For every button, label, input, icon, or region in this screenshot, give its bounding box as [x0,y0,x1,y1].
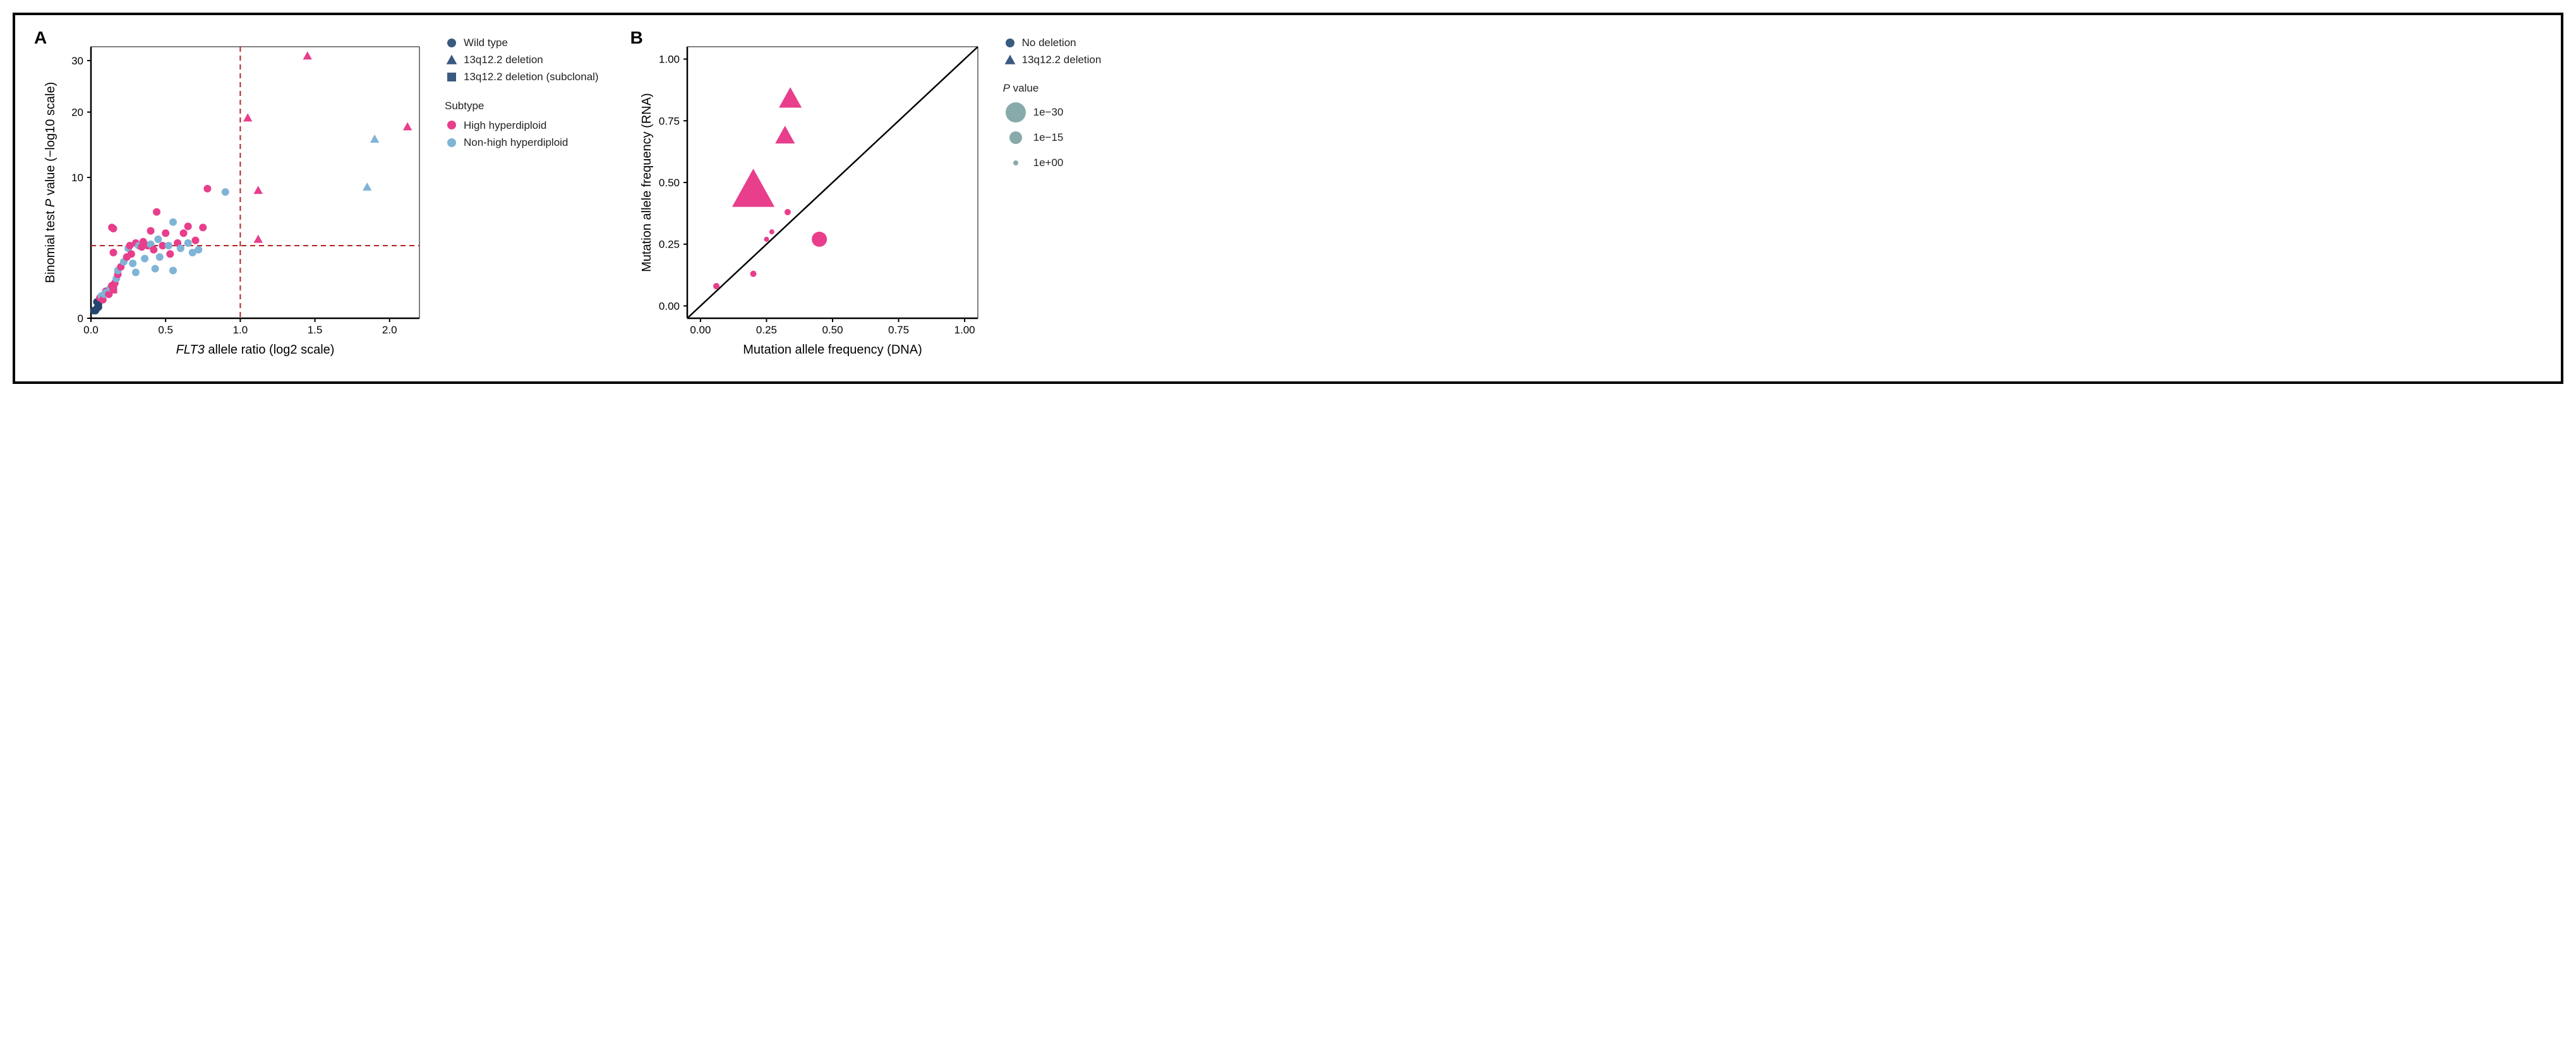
svg-text:0.50: 0.50 [659,177,680,189]
svg-text:2.0: 2.0 [382,324,397,336]
svg-text:0: 0 [78,313,83,325]
panel-b-chart: 0.00 0.25 0.50 0.75 1.00 0.00 0.25 0.50 0.75 1.00… [637,34,990,362]
legend-item: 13q12.2 deletion (subclonal) [445,68,599,85]
legend-item: Non-high hyperdiploid [445,134,599,151]
legend-pvalue-heading: P value [1003,80,1102,97]
legend-subtype-heading: Subtype [445,97,599,114]
svg-text:Binomial test P value (−log10: Binomial test P value (−log10 scale) [44,82,57,284]
svg-text:FLT3 allele ratio (log2 scale): FLT3 allele ratio (log2 scale) [176,343,335,357]
legend-item: 1e−15 [1003,125,1102,150]
legend-item: 13q12.2 deletion [445,51,599,68]
panel-a-label: A [34,28,47,48]
panel-a-legend: Wild type13q12.2 deletion13q12.2 deletio… [432,34,599,362]
svg-text:1.00: 1.00 [659,54,680,66]
legend-item: Wild type [445,34,599,51]
svg-text:Mutation allele frequency (DNA: Mutation allele frequency (DNA) [743,343,922,357]
svg-text:0.00: 0.00 [690,324,711,336]
panel-b: B 0.000.250.500.751.000.000.250.500.751.… [637,34,1102,362]
svg-text:0.50: 0.50 [822,324,843,336]
panel-a-chart: 0.0 0.5 1.0 1.5 2.0 0 10 20 30 FLT3 allele ratio … [40,34,432,362]
panel-b-legend: No deletion13q12.2 deletion P value 1e−3… [990,34,1102,362]
svg-text:Mutation allele frequency (RNA: Mutation allele frequency (RNA) [640,93,654,272]
svg-text:20: 20 [71,107,83,119]
svg-text:0.25: 0.25 [659,239,680,251]
legend-item: No deletion [1003,34,1102,51]
panel-a: A 0.00.51.01.52.00102030FLT3 allele rati… [40,34,599,362]
svg-text:30: 30 [71,55,83,67]
legend-item: 13q12.2 deletion [1003,51,1102,68]
svg-text:10: 10 [71,172,83,184]
svg-text:1.00: 1.00 [954,324,975,336]
svg-text:0.00: 0.00 [659,300,680,312]
svg-text:0.75: 0.75 [659,115,680,127]
svg-text:0.25: 0.25 [756,324,777,336]
figure-frame: A 0.0 0.5 1.0 1.5 2.0 0 10 20 30 FLT3 allele rati… [13,13,2563,384]
svg-text:1.0: 1.0 [233,324,248,336]
svg-text:1.5: 1.5 [308,324,323,336]
panel-b-label: B [630,28,643,48]
legend-item: 1e−30 [1003,100,1102,125]
svg-text:0.75: 0.75 [888,324,909,336]
legend-item: 1e+00 [1003,150,1102,176]
svg-text:0.5: 0.5 [158,324,173,336]
svg-text:0.0: 0.0 [83,324,99,336]
legend-item: High hyperdiploid [445,117,599,134]
